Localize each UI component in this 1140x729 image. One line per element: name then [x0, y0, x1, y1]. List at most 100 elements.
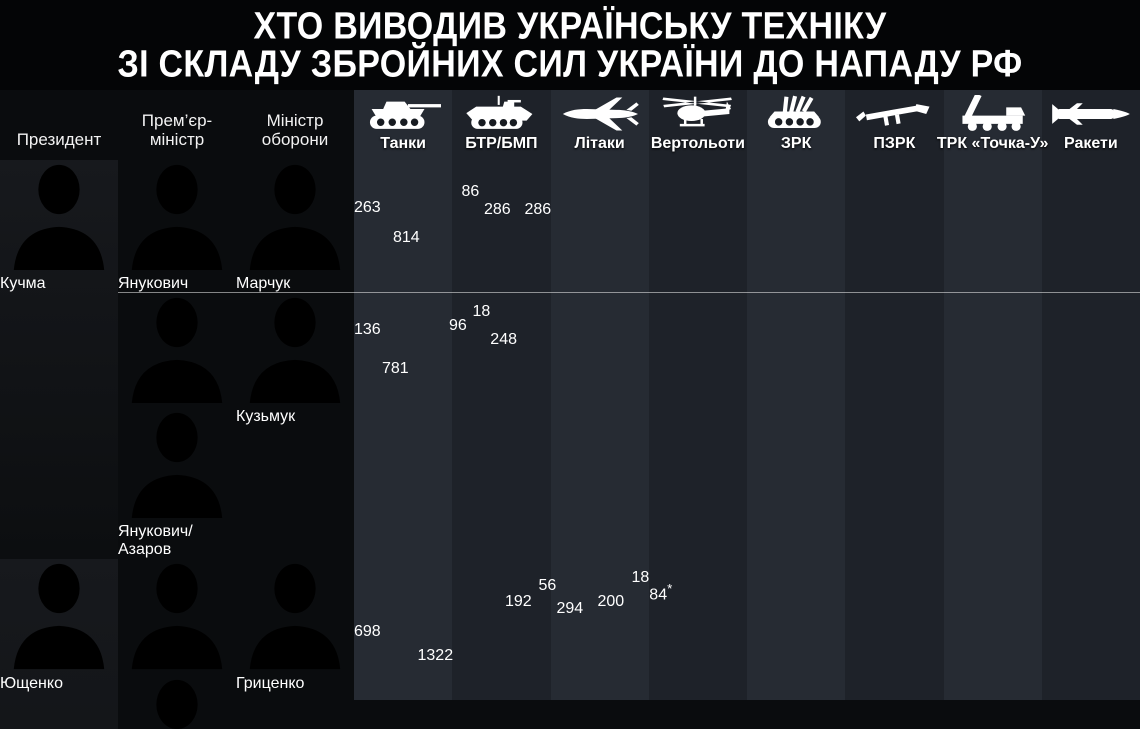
- equipment-column-header: ТРК «Точка-У»: [937, 90, 1048, 160]
- value-number: 96: [449, 316, 467, 334]
- page-title-line-2: ЗІ СКЛАДУ ЗБРОЙНИХ СИЛ УКРАЇНИ ДО НАПАДУ…: [117, 42, 1023, 86]
- value-number: 84: [649, 586, 668, 604]
- value-cell: 136: [354, 293, 382, 559]
- equipment-column-label: Танки: [380, 135, 427, 152]
- president-photo: [0, 559, 118, 674]
- equipment-column-label: ТРК «Точка-У»: [936, 135, 1049, 152]
- manpads-icon: [850, 93, 938, 133]
- value-label: 248: [490, 331, 528, 349]
- value-number: 18: [631, 569, 650, 587]
- name-line: Марчук: [236, 275, 291, 293]
- name-line: Ющенко: [0, 674, 63, 692]
- pm-photo: [118, 293, 236, 523]
- name-line: Азаров: [118, 541, 172, 559]
- jet-icon: [556, 93, 644, 133]
- value-number: 263: [354, 199, 381, 216]
- page-title-line-1: ХТО ВИВОДИВ УКРАЇНСЬКУ ТЕХНІКУ: [253, 4, 887, 48]
- pm-photo-cell: Янукович: [118, 160, 236, 293]
- mod-photo-cell: Гриценко: [236, 559, 354, 729]
- equipment-column-header: Літаки: [551, 90, 649, 160]
- equipment-column-label: ПЗРК: [873, 135, 916, 152]
- pm-photo: [118, 160, 236, 275]
- apc-icon: [457, 93, 545, 133]
- equipment-column-label: Вертольоти: [650, 135, 745, 152]
- column-stripe: [845, 90, 944, 700]
- value-label: 294: [557, 600, 598, 618]
- pm-name-label: Янукович: [118, 275, 236, 293]
- value-cell: 248: [490, 293, 528, 559]
- name-line: Кучма: [0, 275, 46, 293]
- person-photo-silhouette: [131, 564, 223, 670]
- value-number: 286: [484, 200, 511, 218]
- value-number: 698: [354, 622, 381, 640]
- value-label: 1322: [418, 647, 506, 665]
- table-row: Янукович/Азаров Кузьмук 136 781 96 18 248: [118, 293, 1140, 559]
- equipment-column-label: ЗРК: [780, 135, 812, 152]
- pm-column-header-label: Прем’єр-: [141, 110, 213, 130]
- value-number: 18: [472, 303, 491, 321]
- mod-column-header-label: оборони: [261, 130, 329, 150]
- president-photo: [0, 160, 118, 275]
- equipment-column-label: Ракети: [1064, 135, 1118, 152]
- value-cell: 781: [382, 293, 449, 559]
- value-suffix: *: [667, 581, 673, 597]
- name-line: Кузьмук: [236, 408, 296, 426]
- value-cell: 192: [505, 559, 539, 729]
- value-label: 263: [354, 199, 393, 217]
- group-rows: Янукович Марчук 263 814 86 286 286 Янукович/Аза…: [118, 160, 1140, 559]
- title-block: ХТО ВИВОДИВ УКРАЇНСЬКУ ТЕХНІКУ ЗІ СКЛАДУ…: [0, 0, 1140, 90]
- value-cell: 84*: [649, 559, 672, 729]
- president-column-header-label: Президент: [16, 130, 102, 150]
- value-number: 86: [461, 182, 480, 200]
- value-number: 192: [505, 592, 532, 610]
- value-bubble: [452, 255, 528, 331]
- value-number: 56: [538, 577, 557, 595]
- value-cell: 18: [632, 559, 650, 729]
- value-cell: 286: [525, 160, 566, 293]
- equipment-column-header: ЗРК: [747, 90, 845, 160]
- value-cell: 1322: [418, 559, 506, 729]
- mod-column-header: Міністр оборони: [236, 90, 354, 160]
- column-stripe: [354, 90, 453, 700]
- value-cell: 698: [354, 559, 418, 729]
- person-photo-silhouette: [131, 164, 223, 271]
- value-label: 86: [462, 183, 485, 201]
- value-number: 294: [556, 600, 584, 618]
- value-bubble: [627, 537, 671, 581]
- person-photo-silhouette: [131, 298, 223, 404]
- mod-column-header-label: Міністр: [266, 110, 324, 130]
- value-cell: 86: [462, 160, 485, 293]
- equipment-column-label: БТР/БМП: [465, 135, 538, 152]
- column-stripe: [550, 90, 649, 700]
- table-header-row: Президент Прем’єр-міністр Міністр оборони Та…: [0, 90, 1140, 160]
- equipment-column-header: БТР/БМП: [452, 90, 550, 160]
- person-photo-silhouette: [13, 564, 105, 670]
- value-label: 286: [484, 201, 525, 219]
- name-line: Янукович: [118, 275, 189, 293]
- value-label: 136: [354, 321, 382, 339]
- value-label: 781: [382, 360, 449, 378]
- mod-photo-cell: Марчук: [236, 160, 354, 293]
- group-rows: Тимошенко/ЄхануровГриценко 698 1322 192 56 29…: [118, 559, 1140, 729]
- president-group: Ющенко Тимошенко/ЄхануровГриценко 698 1322 1…: [0, 559, 1140, 729]
- name-line: Гриценко: [236, 674, 305, 692]
- missile-icon: [1047, 93, 1135, 133]
- launcher-truck-icon: [949, 93, 1037, 133]
- mod-name-label: Гриценко: [236, 675, 354, 693]
- column-stripe: [943, 90, 1042, 700]
- value-cell: 294: [557, 559, 598, 729]
- column-stripe: [747, 90, 846, 700]
- value-number: 200: [597, 593, 625, 611]
- value-label: 96: [449, 317, 473, 335]
- value-number: 248: [490, 331, 517, 349]
- value-number: 814: [393, 228, 420, 246]
- column-stripes: [0, 90, 1140, 700]
- sam-icon: [752, 93, 840, 133]
- table-row: Янукович Марчук 263 814 86 286 286: [118, 160, 1140, 294]
- column-stripe: [452, 90, 551, 700]
- name-line: Янукович/: [118, 523, 193, 541]
- value-number: 1322: [417, 646, 454, 664]
- pm-photo: [118, 559, 236, 729]
- president-name-label: Ющенко: [0, 675, 118, 693]
